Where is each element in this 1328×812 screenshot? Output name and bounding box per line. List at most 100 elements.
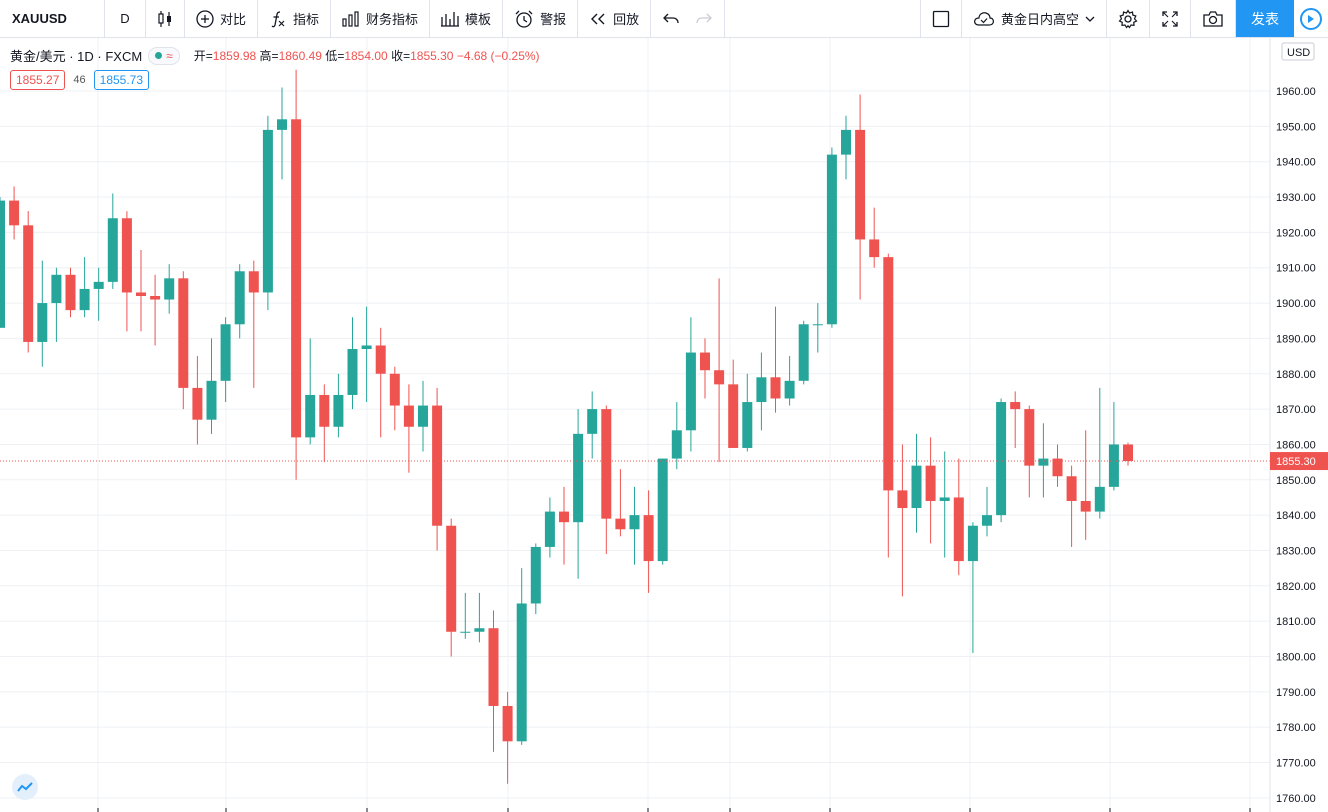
candle[interactable] [136,250,146,332]
candle[interactable] [728,359,739,448]
price-axis[interactable]: 1760.00 1770.00 1780.00 1790.00 1800.00 1810.… [1269,38,1328,812]
alert-button[interactable]: 警报 [503,0,579,37]
candle[interactable] [615,469,626,537]
candle[interactable] [714,278,725,463]
candle[interactable] [446,518,457,657]
candle[interactable] [869,207,880,268]
candle[interactable] [967,522,978,653]
candle[interactable] [248,260,259,388]
candle[interactable] [544,497,555,558]
candle[interactable] [432,387,443,551]
candle[interactable] [9,186,20,240]
candle[interactable] [220,317,231,403]
templates-button[interactable]: 模板 [430,0,504,37]
candle[interactable] [403,384,414,473]
candle[interactable] [826,147,837,328]
candle[interactable] [1010,391,1021,448]
chart-style-button[interactable] [146,0,185,37]
candle[interactable] [0,197,5,328]
candle[interactable] [234,264,245,339]
candle[interactable] [516,568,527,745]
candle[interactable] [23,211,34,353]
candle[interactable] [784,356,795,406]
candle[interactable] [685,317,696,452]
candle[interactable] [79,257,90,318]
candle[interactable] [756,352,767,431]
candle[interactable] [51,267,62,342]
candle[interactable] [262,115,273,311]
candle[interactable] [573,409,584,579]
candle[interactable] [742,373,753,452]
candle[interactable] [770,306,781,413]
candle[interactable] [488,610,499,752]
screenshot-button[interactable] [1191,0,1236,37]
candle[interactable] [629,486,640,565]
candle[interactable] [1123,442,1133,466]
candle[interactable] [474,592,485,643]
candle[interactable] [953,458,964,576]
candle[interactable] [375,327,386,438]
candle[interactable] [841,115,851,180]
candle[interactable] [333,373,344,438]
candle[interactable] [587,391,598,459]
fullscreen-select-button[interactable] [921,0,962,37]
compare-button[interactable]: 对比 [185,0,259,37]
candle[interactable] [530,543,541,615]
candle[interactable] [883,253,894,558]
candle[interactable] [1038,423,1049,498]
candle[interactable] [291,69,302,480]
currency-badge[interactable] [1281,42,1315,61]
candle[interactable] [911,433,922,533]
candle[interactable] [657,458,668,565]
candle[interactable] [150,274,161,346]
interval-button[interactable]: D [105,0,146,37]
price-chart[interactable]: 1760.00 1770.00 1780.00 1790.00 1800.00 1810.… [0,38,1328,812]
candle[interactable] [305,338,316,445]
candle[interactable] [389,366,400,431]
redo-button[interactable] [684,0,726,37]
replay-button[interactable]: 回放 [578,0,652,37]
candle[interactable] [982,486,992,537]
candle[interactable] [601,405,612,554]
candle[interactable] [178,271,189,410]
candle[interactable] [1108,402,1119,491]
candle[interactable] [559,486,569,565]
candle[interactable] [1052,444,1063,487]
candle[interactable] [206,338,217,434]
candle[interactable] [1066,465,1077,547]
candle[interactable] [37,260,48,367]
fullscreen-button[interactable] [1150,0,1191,37]
candle[interactable] [347,317,358,410]
candle[interactable] [1080,430,1091,540]
candle[interactable] [925,437,936,544]
candle[interactable] [897,444,908,597]
candle[interactable] [855,94,866,300]
candle[interactable] [812,303,823,353]
candle[interactable] [361,306,372,403]
candle[interactable] [460,592,471,639]
indicators-button[interactable]: 指标 [258,0,332,37]
candle[interactable] [319,384,330,463]
candle[interactable] [65,267,76,318]
candle[interactable] [996,398,1007,523]
candle[interactable] [502,691,513,784]
play-button[interactable] [1294,0,1328,37]
candles[interactable] [0,69,1133,784]
settings-button[interactable] [1107,0,1150,37]
bid-button[interactable]: 1855.27 [10,70,66,90]
candle[interactable] [277,87,287,180]
candle[interactable] [1094,387,1105,519]
ask-button[interactable]: 1855.73 [93,70,150,90]
layout-name-button[interactable]: 黄金日内高空 [962,0,1107,37]
publish-button[interactable]: 发表 [1236,0,1294,37]
candle[interactable] [418,380,428,452]
candle[interactable] [1024,405,1035,498]
candle[interactable] [700,338,710,399]
candle[interactable] [164,264,175,314]
symbol-search-button[interactable]: XAUUSD [0,0,105,37]
candle[interactable] [643,490,654,593]
market-status-badge[interactable]: ≈ [148,46,180,65]
candle[interactable] [121,211,132,332]
financials-button[interactable]: 财务指标 [331,0,431,37]
candle[interactable] [671,402,682,470]
